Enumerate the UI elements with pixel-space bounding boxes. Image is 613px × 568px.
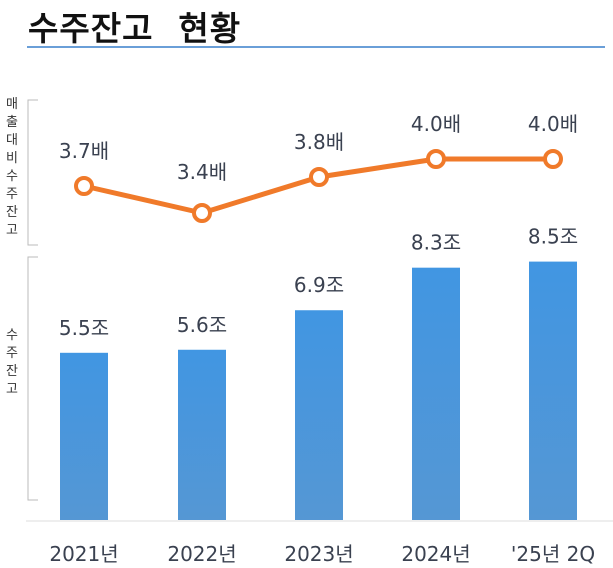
- line-axis-bracket: [27, 99, 38, 246]
- bar-label-3: 6.9조: [294, 273, 344, 297]
- bar-3: [295, 310, 343, 520]
- x-tick-label-4: 2024년: [401, 542, 470, 566]
- bar-label-4: 8.3조: [411, 231, 461, 255]
- bar-axis-label: 수주잔고: [6, 328, 18, 397]
- bar-2: [178, 349, 226, 520]
- bar-5: [529, 261, 577, 520]
- page-title: 수주잔고 현황: [28, 9, 242, 48]
- bar-label-1: 5.5조: [59, 316, 109, 340]
- bar-4: [412, 267, 460, 520]
- bar-1: [60, 352, 108, 520]
- line-point-4: [426, 149, 446, 169]
- x-tick-label-1: 2021년: [49, 542, 118, 566]
- line-point-1: [74, 176, 94, 196]
- line-axis-label: 매출대비수주잔고: [6, 97, 18, 238]
- line-label-2: 3.4배: [177, 160, 227, 184]
- line-label-1: 3.7배: [59, 139, 109, 163]
- x-tick-label-5: '25년 2Q: [511, 542, 595, 566]
- title-underline: [27, 46, 605, 48]
- line-label-3: 3.8배: [294, 130, 344, 154]
- line-label-5: 4.0배: [528, 112, 578, 136]
- bar-axis-bracket: [27, 256, 38, 501]
- x-tick-label-2: 2022년: [167, 542, 236, 566]
- bar-label-2: 5.6조: [177, 313, 227, 337]
- x-tick-label-3: 2023년: [284, 542, 353, 566]
- line-point-3: [309, 167, 329, 187]
- line-label-4: 4.0배: [411, 112, 461, 136]
- line-point-2: [192, 203, 212, 223]
- bar-label-5: 8.5조: [528, 225, 578, 249]
- line-point-5: [543, 149, 563, 169]
